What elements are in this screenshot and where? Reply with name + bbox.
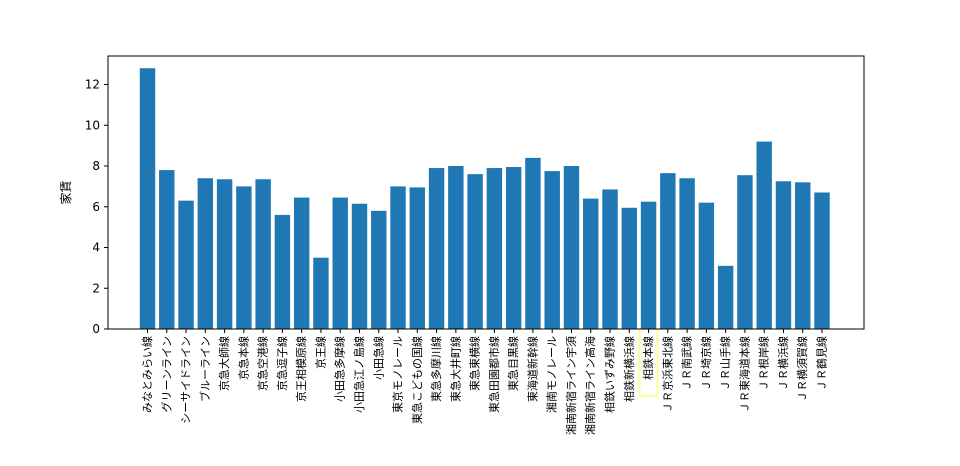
bar-8 — [293, 197, 310, 329]
x-tick-label: 京急本線 — [236, 336, 250, 380]
x-tick-label: 東急こどもの国線 — [410, 336, 424, 424]
x-tick-label: ＪＲ鶴見線 — [815, 336, 829, 391]
y-axis: 0 2 4 6 8 10 12 — [85, 78, 108, 336]
bar-4 — [216, 179, 233, 329]
x-tick-label: ＪＲ京浜東北線 — [660, 336, 674, 413]
x-tick-label: 東急東横線 — [468, 336, 482, 391]
bar-33 — [775, 181, 792, 329]
y-tick-label: 6 — [92, 200, 100, 214]
bar-21 — [544, 171, 560, 329]
x-tick-label: ＪＲ根岸線 — [757, 336, 771, 391]
y-tick-label: 10 — [85, 118, 100, 132]
x-tick-label: 京王線 — [313, 336, 327, 369]
x-tick-label: シーサイドライン — [180, 336, 193, 424]
x-tick-label: ＪＲ山手線 — [718, 336, 732, 391]
x-tick-label: ＪＲ埼京線 — [699, 336, 713, 391]
bar-1 — [159, 170, 175, 329]
x-tick-label: 東急多摩川線 — [429, 336, 443, 402]
bar-18 — [486, 168, 503, 329]
x-tick-label: ＪＲ南武線 — [680, 336, 694, 391]
bar-19 — [505, 167, 522, 329]
bar-24 — [602, 189, 618, 329]
x-tick-label: 小田急多摩線 — [333, 336, 347, 402]
bar-28 — [679, 178, 695, 329]
x-tick-label: 東急目黒線 — [506, 336, 520, 391]
bar-13 — [390, 186, 406, 329]
bar-16 — [448, 166, 464, 329]
bar-22 — [563, 166, 580, 329]
x-axis: みなとみらい線 グリーンライン シーサイドライン ブルーライン 京急大師線 京急本線 京急空… — [140, 329, 829, 435]
bar-2 — [178, 200, 194, 329]
bar-35 — [814, 192, 830, 329]
bar-27 — [660, 173, 676, 329]
bar-14 — [409, 187, 426, 329]
bar-3 — [197, 178, 214, 329]
x-tick-label: 相鉄いずみ野線 — [603, 336, 617, 413]
x-tick-label: 相鉄新横浜線 — [622, 336, 636, 402]
bar-12 — [371, 210, 387, 329]
bar-20 — [525, 157, 541, 329]
x-tick-label: みなとみらい線 — [140, 336, 154, 413]
y-tick-label: 8 — [92, 159, 100, 173]
x-tick-label: ＪＲ横須賀線 — [795, 336, 809, 402]
bar-32 — [756, 141, 772, 329]
bar-6 — [255, 179, 271, 329]
y-tick-label: 0 — [92, 322, 100, 336]
bar-30 — [717, 265, 734, 329]
bar-11 — [351, 203, 368, 329]
x-tick-label: 小田急江ノ島線 — [352, 336, 366, 413]
x-tick-label: 京王相模原線 — [294, 336, 308, 402]
x-tick-label: 湘南新宿ライン高海 — [583, 336, 597, 435]
bar-10 — [332, 197, 348, 329]
bar-9 — [313, 257, 329, 329]
x-tick-label: ブルーライン — [198, 336, 212, 402]
x-tick-label: 京急逗子線 — [275, 336, 289, 391]
bar-7 — [274, 214, 291, 329]
x-tick-label: 小田急線 — [371, 336, 385, 380]
y-axis-title: 家賃 — [58, 180, 73, 204]
x-tick-label: 東急田園都市線 — [487, 336, 501, 413]
x-tick-label: 東京モノレール — [391, 336, 405, 413]
plot-frame — [107, 55, 865, 330]
bar-5 — [236, 186, 252, 329]
x-tick-label: ＪＲ東海道本線 — [737, 336, 751, 413]
y-tick-label: 2 — [92, 281, 100, 295]
y-tick-label: 12 — [85, 78, 100, 92]
bar-23 — [583, 198, 599, 329]
bars-group — [139, 68, 830, 329]
bar-34 — [795, 182, 811, 329]
bar-29 — [698, 202, 715, 329]
bar-0 — [139, 68, 156, 329]
x-tick-label: 東急大井町線 — [448, 336, 462, 402]
bar-17 — [467, 174, 483, 329]
x-tick-label: 京急空港線 — [256, 336, 270, 391]
bar-25 — [621, 207, 637, 329]
bar-31 — [737, 175, 753, 329]
x-tick-label: 湘南モノレール — [545, 336, 559, 413]
y-tick-label: 4 — [92, 241, 100, 255]
bar-15 — [428, 168, 445, 329]
x-tick-label: 湘南新宿ライン宇須 — [564, 336, 578, 435]
x-tick-label: 京急大師線 — [217, 336, 231, 391]
x-tick-label: グリーンライン — [159, 336, 173, 412]
bar-26 — [640, 201, 657, 329]
x-tick-label: 東海道新幹線 — [525, 336, 539, 402]
x-tick-label: ＪＲ横浜線 — [776, 336, 790, 391]
x-tick-label: 相鉄本線 — [641, 336, 655, 380]
